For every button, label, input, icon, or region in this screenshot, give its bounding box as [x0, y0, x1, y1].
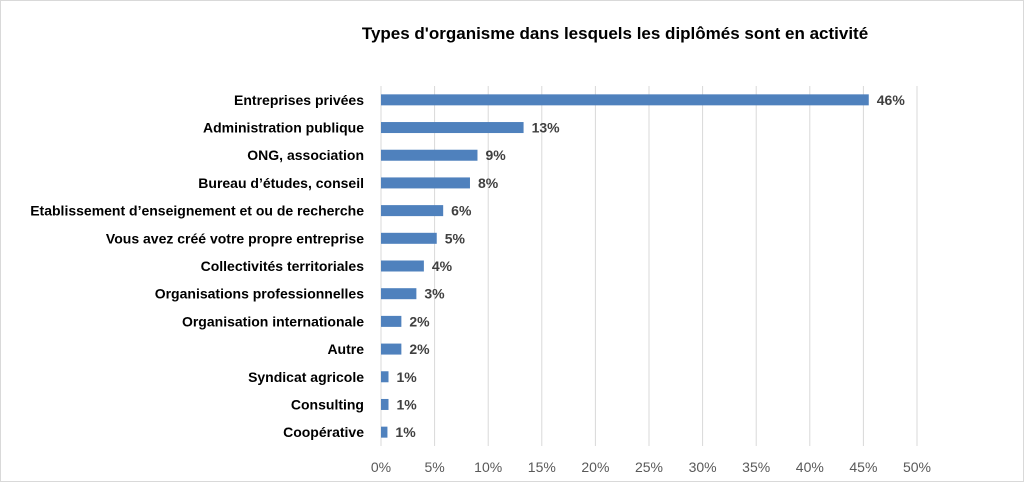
data-label: 46%	[877, 92, 906, 108]
data-label: 6%	[451, 203, 472, 219]
bar	[381, 149, 478, 161]
category-label: Organisations professionnelles	[155, 286, 364, 302]
data-label: 5%	[445, 230, 466, 246]
chart-title: Types d'organisme dans lesquels les dipl…	[362, 24, 868, 43]
bar	[381, 177, 470, 189]
category-label: Vous avez créé votre propre entreprise	[106, 230, 364, 246]
x-tick-label: 50%	[903, 459, 931, 475]
data-label: 1%	[397, 396, 418, 412]
category-label: Etablissement d’enseignement et ou de re…	[30, 203, 364, 219]
category-labels: Entreprises privées Administration publiq…	[30, 92, 364, 440]
bar	[381, 343, 402, 355]
x-axis-ticks: 0% 5% 10% 15% 20% 25% 30% 35% 40% 45% 50%	[371, 459, 931, 475]
x-tick-label: 5%	[424, 459, 444, 475]
bar	[381, 315, 402, 327]
x-tick-label: 25%	[635, 459, 663, 475]
bars	[381, 94, 869, 438]
bar	[381, 260, 424, 272]
data-label: 1%	[397, 369, 418, 385]
data-label: 3%	[424, 286, 445, 302]
category-label: ONG, association	[247, 147, 364, 163]
bar	[381, 232, 437, 244]
x-tick-label: 15%	[528, 459, 556, 475]
bar	[381, 371, 389, 383]
gridlines	[380, 86, 918, 446]
data-label: 1%	[395, 424, 416, 440]
data-label: 9%	[485, 147, 506, 163]
category-label: Organisation internationale	[182, 313, 364, 329]
data-label: 2%	[409, 341, 430, 357]
category-label: Syndicat agricole	[248, 369, 364, 385]
bar	[381, 288, 417, 300]
data-label: 13%	[532, 120, 561, 136]
x-tick-label: 30%	[689, 459, 717, 475]
x-tick-label: 0%	[371, 459, 391, 475]
bar	[381, 426, 388, 438]
bar	[381, 398, 389, 410]
category-label: Autre	[327, 341, 364, 357]
data-label: 2%	[409, 313, 430, 329]
bar	[381, 205, 444, 217]
data-labels: 46% 13% 9% 8% 6% 5% 4% 3% 2% 2% 1% 1% 1%	[395, 92, 905, 440]
x-tick-label: 40%	[796, 459, 824, 475]
bar	[381, 122, 524, 134]
category-label: Collectivités territoriales	[201, 258, 365, 274]
x-tick-label: 35%	[742, 459, 770, 475]
data-label: 8%	[478, 175, 499, 191]
x-tick-label: 45%	[849, 459, 877, 475]
category-label: Consulting	[291, 396, 364, 412]
category-label: Coopérative	[283, 424, 364, 440]
x-tick-label: 20%	[581, 459, 609, 475]
x-tick-label: 10%	[474, 459, 502, 475]
category-label: Administration publique	[203, 120, 364, 136]
data-label: 4%	[432, 258, 453, 274]
category-label: Bureau d’études, conseil	[198, 175, 364, 191]
bar	[381, 94, 869, 106]
category-label: Entreprises privées	[234, 92, 364, 108]
